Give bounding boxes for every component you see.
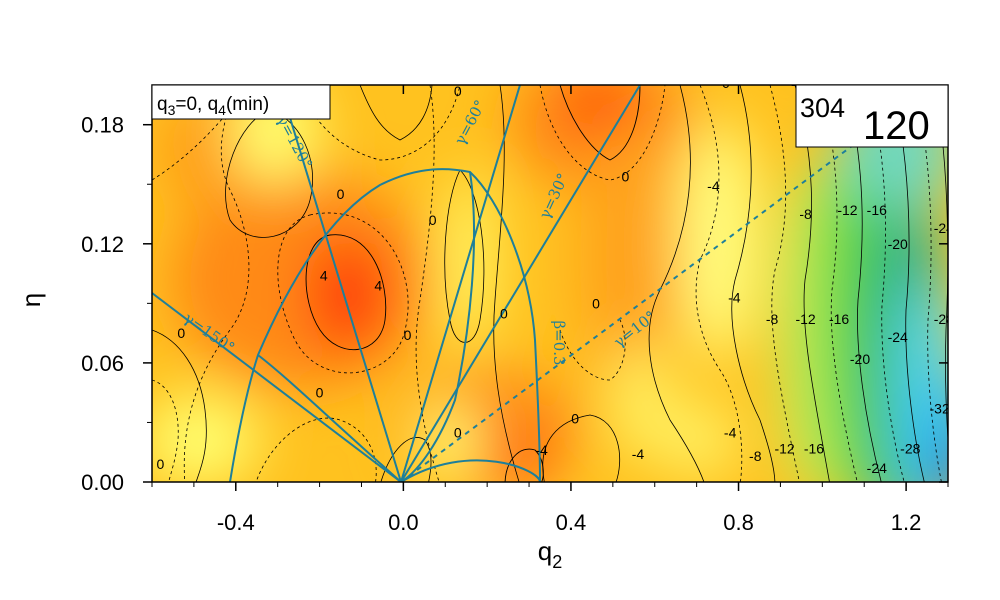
- contour-value-label: 0: [454, 424, 462, 440]
- gamma-30-line: [400, 85, 521, 482]
- y-axis: 0.00 0.06 0.12 0.18: [81, 113, 948, 495]
- annotation-text-part: 4: [218, 102, 226, 118]
- contour-value-label: -8: [749, 448, 762, 464]
- q3-q4-condition-label: q3=0, q4(min): [157, 94, 269, 118]
- contour-value-label: 0: [592, 295, 600, 311]
- contour-value-label: -24: [867, 460, 887, 476]
- contour-plot-area: 0040-4-20000-4440000000-4-4-4-40-8-12-16…: [152, 71, 954, 482]
- gamma-120-line: [279, 85, 402, 482]
- contour-value-label: -4: [724, 424, 737, 440]
- neutron-number-label: 120: [863, 104, 930, 148]
- contour-value-label: -12: [774, 440, 794, 456]
- beta-arc-lower: [400, 459, 541, 482]
- annotation-right: 304 120: [795, 84, 949, 148]
- contour-value-label: 4: [320, 268, 328, 284]
- gamma-30-line-upper: [400, 85, 641, 482]
- contour-value-label: -4: [632, 446, 645, 462]
- contour-value-label: 0: [177, 325, 185, 341]
- contour-value-label: -4: [787, 75, 800, 91]
- contour-value-label: 0: [316, 385, 324, 401]
- gamma-beta-lines: [152, 85, 641, 482]
- contour-value-label: -8: [799, 206, 812, 222]
- gamma-60-line: [400, 171, 475, 482]
- x-tick-label: 0.4: [556, 510, 587, 535]
- contour-value-label: 0: [429, 212, 437, 228]
- y-tick-label: 0.18: [81, 113, 124, 138]
- y-tick-label: 0.00: [81, 470, 124, 495]
- y-axis-label: η: [16, 293, 46, 307]
- contour-value-label: 0: [722, 75, 730, 91]
- contour-labels: 0040-4-20000-4440000000-4-4-4-40-8-12-16…: [156, 71, 954, 476]
- contour-value-label: 0: [404, 327, 412, 343]
- y-tick-label: 0.06: [81, 351, 124, 376]
- contour-value-label: -24: [934, 220, 954, 236]
- contour-value-label: 0: [337, 186, 345, 202]
- x-tick-label: -0.4: [217, 510, 255, 535]
- x-tick-label: 0.8: [723, 510, 754, 535]
- contour-value-label: -4: [535, 442, 548, 458]
- contour-value-label: -32: [930, 401, 950, 417]
- annotation-text-part: q: [157, 94, 168, 115]
- contour-value-label: 0: [500, 305, 508, 321]
- contour-value-label: -12: [837, 202, 857, 218]
- x-axis-label: q2: [538, 536, 562, 572]
- x-tick-label: 1.2: [891, 510, 922, 535]
- gamma-150-lower: [257, 354, 402, 482]
- contour-value-label: -20: [850, 351, 870, 367]
- contour-value-label: -20: [888, 236, 908, 252]
- contour-value-label: -16: [829, 311, 849, 327]
- gamma-line-label: β=0.3: [550, 320, 568, 365]
- x-axis: -0.4 0.0 0.4 0.8 1.2: [151, 85, 949, 535]
- contour-value-label: 0: [571, 410, 579, 426]
- annotation-text-part: (min): [226, 94, 269, 115]
- gamma-150-line: [152, 292, 402, 482]
- x-tick-label: 0.0: [388, 510, 419, 535]
- contour-value-label: -12: [795, 311, 815, 327]
- beta-0.3-contour: [229, 168, 541, 482]
- annotation-text-part: =0, q: [175, 94, 218, 115]
- contour-value-label: -8: [766, 311, 779, 327]
- contour-value-label: 0: [454, 83, 462, 99]
- contour-value-label: 4: [588, 71, 596, 87]
- contour-value-label: 0: [622, 168, 630, 184]
- contour-value-label: -16: [804, 440, 824, 456]
- contour-value-label: -4: [707, 178, 720, 194]
- y-tick-label: 0.12: [81, 232, 124, 257]
- contour-value-label: 4: [374, 277, 382, 293]
- contour-value-label: 0: [156, 456, 164, 472]
- contour-value-label: -16: [867, 202, 887, 218]
- annotation-left: q3=0, q4(min): [151, 84, 331, 120]
- contour-value-label: -24: [888, 329, 908, 345]
- annotation-text-part: 3: [168, 102, 176, 118]
- plot-frame: [151, 84, 949, 483]
- contour-value-label: -28: [900, 440, 920, 456]
- contour-value-label: -28: [934, 311, 954, 327]
- proton-number-label: 304: [800, 93, 845, 123]
- contour-value-label: -4: [728, 289, 741, 305]
- contour-lines: [152, 85, 948, 482]
